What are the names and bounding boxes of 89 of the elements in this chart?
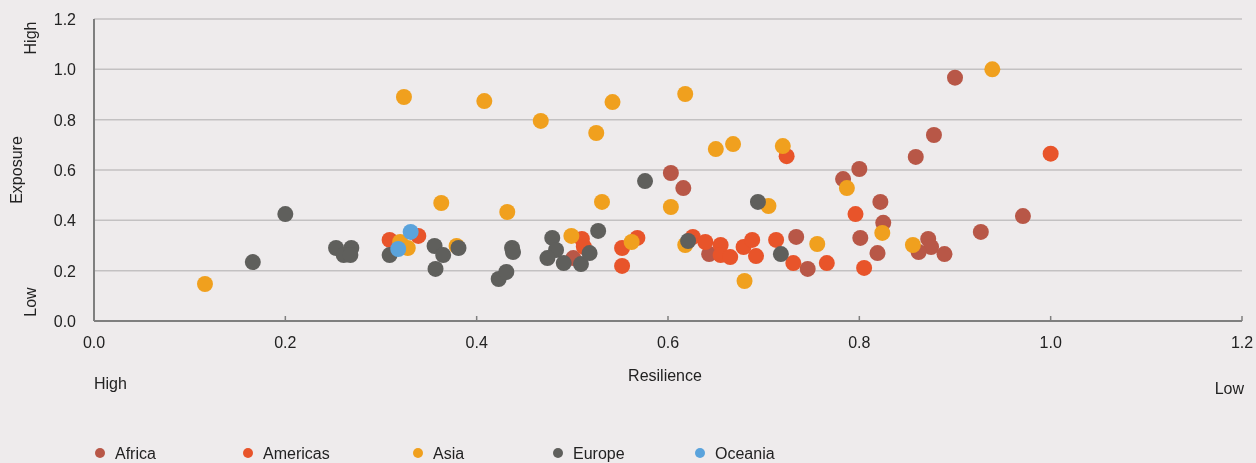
point bbox=[736, 272, 753, 289]
y-tick-label: 0.6 bbox=[53, 162, 77, 179]
point bbox=[590, 222, 607, 239]
point bbox=[196, 276, 213, 293]
text: High bbox=[22, 21, 39, 55]
point bbox=[498, 263, 515, 280]
point bbox=[748, 248, 765, 265]
point bbox=[838, 180, 855, 197]
x-tick-label: 0.8 bbox=[848, 334, 871, 351]
point bbox=[972, 223, 989, 240]
y-tick-label: 0.8 bbox=[53, 111, 77, 129]
point bbox=[774, 138, 791, 155]
point bbox=[852, 229, 869, 246]
y-tick-label: 0.2 bbox=[53, 262, 77, 280]
x-tick-label: 0.2 bbox=[274, 334, 297, 351]
point bbox=[588, 125, 605, 142]
point bbox=[984, 61, 1001, 78]
point bbox=[936, 246, 953, 263]
x-tick-label: 0.6 bbox=[656, 334, 680, 351]
point bbox=[677, 86, 694, 102]
point bbox=[1014, 208, 1031, 225]
x-tick-label: 1.0 bbox=[1039, 334, 1062, 351]
x-tick-label: 0.0 bbox=[82, 334, 106, 351]
point bbox=[872, 193, 889, 210]
y-tick-label: 0.0 bbox=[53, 313, 77, 330]
point bbox=[680, 232, 697, 249]
point bbox=[923, 239, 940, 256]
legend-label: Africa bbox=[115, 445, 156, 462]
point bbox=[788, 228, 805, 245]
point bbox=[772, 246, 789, 263]
point bbox=[637, 173, 654, 190]
point bbox=[847, 206, 864, 223]
x-axis-title: Resilience bbox=[628, 367, 703, 384]
text: High bbox=[94, 375, 127, 392]
y-tick-label: 0.4 bbox=[53, 212, 77, 230]
point bbox=[614, 257, 631, 274]
point bbox=[856, 259, 873, 276]
point bbox=[623, 233, 640, 250]
point bbox=[593, 193, 610, 210]
point bbox=[433, 194, 450, 211]
point bbox=[581, 245, 598, 262]
y-tick-label: 1.2 bbox=[53, 11, 77, 28]
point bbox=[785, 255, 802, 272]
point bbox=[395, 89, 412, 106]
point bbox=[1042, 145, 1059, 162]
point bbox=[662, 165, 679, 182]
point bbox=[744, 231, 761, 248]
point bbox=[768, 231, 785, 248]
point bbox=[925, 127, 942, 144]
point bbox=[476, 93, 493, 110]
point bbox=[818, 255, 835, 272]
point bbox=[390, 241, 407, 258]
point bbox=[604, 94, 621, 111]
point bbox=[722, 249, 739, 266]
legend-label: Oceania bbox=[715, 445, 775, 462]
point bbox=[662, 199, 679, 215]
point bbox=[904, 237, 921, 253]
y-tick-label: 1.0 bbox=[53, 61, 77, 79]
x-tick-label: 0.4 bbox=[465, 334, 488, 351]
legend-label: Europe bbox=[573, 445, 625, 462]
point bbox=[907, 148, 924, 165]
point bbox=[869, 245, 886, 262]
point bbox=[947, 69, 963, 86]
point bbox=[725, 136, 742, 153]
point bbox=[563, 227, 580, 244]
point bbox=[244, 254, 261, 271]
point bbox=[427, 260, 444, 277]
text: Low bbox=[22, 286, 39, 317]
point bbox=[572, 256, 589, 273]
legend-label: Asia bbox=[433, 445, 465, 462]
point bbox=[675, 180, 692, 197]
point bbox=[799, 260, 816, 277]
point bbox=[402, 223, 419, 240]
y-axis-title: Exposure bbox=[8, 136, 25, 204]
point bbox=[277, 206, 294, 223]
point bbox=[697, 233, 714, 250]
point bbox=[809, 235, 826, 252]
point bbox=[749, 193, 766, 210]
point bbox=[707, 141, 724, 158]
point bbox=[435, 247, 452, 264]
point bbox=[851, 160, 868, 177]
point bbox=[532, 112, 549, 129]
point bbox=[499, 204, 516, 221]
point bbox=[874, 224, 891, 241]
x-tick-label: 1.2 bbox=[1230, 334, 1254, 351]
point bbox=[555, 255, 572, 272]
legend-label: Americas bbox=[263, 445, 330, 462]
point bbox=[539, 250, 556, 267]
text: Low bbox=[1214, 380, 1245, 397]
